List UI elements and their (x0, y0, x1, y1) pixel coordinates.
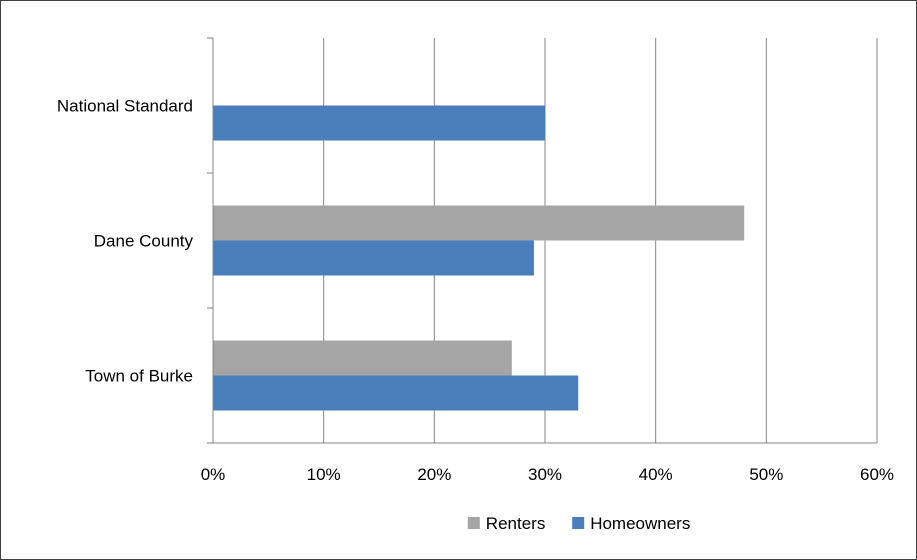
bar-renters-town-of-burke (213, 340, 512, 376)
legend-label-homeowners: Homeowners (590, 514, 690, 533)
x-tick-label: 60% (860, 465, 894, 484)
legend-swatch-renters (467, 517, 480, 529)
legend-swatch-homeowners (572, 517, 585, 529)
bars (213, 105, 745, 411)
bar-homeowners-town-of-burke (213, 375, 579, 411)
category-label: Dane County (94, 232, 194, 251)
x-tick-label: 30% (528, 465, 562, 484)
bar-homeowners-dane-county (213, 240, 534, 276)
x-tick-label: 40% (639, 465, 673, 484)
category-label: Town of Burke (85, 367, 193, 386)
x-tick-label: 50% (749, 465, 783, 484)
x-tick-label: 0% (201, 465, 226, 484)
bar-renters-dane-county (213, 205, 745, 241)
legend: Renters Homeowners (467, 514, 690, 533)
labels: Town of Burke Dane County National Standar… (57, 97, 894, 485)
axes (207, 37, 877, 444)
category-label: National Standard (57, 97, 193, 116)
x-tick-label: 20% (417, 465, 451, 484)
bar-homeowners-national-standard (213, 105, 545, 141)
x-tick-label: 10% (307, 465, 341, 484)
legend-label-renters: Renters (486, 514, 546, 533)
